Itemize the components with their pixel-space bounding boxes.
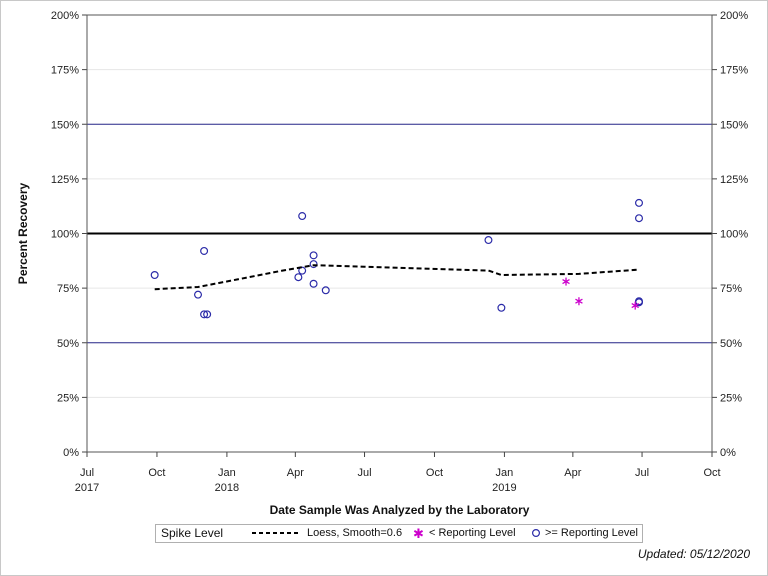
x-tick-label: Jul: [80, 467, 94, 479]
point-above-reporting-level: [298, 212, 307, 221]
y-tick-label-right: 200%: [720, 10, 748, 22]
y-tick-label: 25%: [57, 392, 79, 404]
y-tick-label-right: 50%: [720, 338, 742, 350]
x-tick-label: Apr: [564, 467, 581, 479]
y-tick-label: 150%: [51, 119, 79, 131]
point-above-reporting-level: [194, 290, 203, 299]
x-tick-label: Oct: [426, 467, 443, 479]
x-tick-label: Jul: [357, 467, 371, 479]
point-above-reporting-level: [200, 246, 209, 255]
asterisk-stroke: [575, 298, 583, 304]
y-tick-label-right: 125%: [720, 174, 748, 186]
legend-loess-swatch: [250, 525, 302, 546]
y-tick-label-right: 75%: [720, 283, 742, 295]
point-below-reporting-level: [631, 301, 640, 310]
y-tick-label-right: 100%: [720, 229, 748, 241]
legend-loess-label: Loess, Smooth=0.6: [307, 527, 403, 539]
y-tick-label: 50%: [57, 338, 79, 350]
point-above-reporting-level: [294, 273, 303, 282]
x-tick-sublabel: 2019: [492, 482, 516, 494]
y-tick-label: 125%: [51, 174, 79, 186]
point-above-reporting-level: [484, 236, 493, 245]
point-above-reporting-level: [150, 271, 159, 280]
point-above-reporting-level: [309, 251, 318, 260]
y-tick-label: 75%: [57, 283, 79, 295]
y-tick-label: 100%: [51, 229, 79, 241]
y-tick-label-right: 175%: [720, 65, 748, 77]
loess-line: [154, 264, 640, 291]
asterisk-stroke: [631, 303, 640, 309]
point-above-reporting-level: [200, 310, 209, 319]
legend-circle-icon: [529, 525, 543, 546]
point-below-reporting-level: [575, 297, 583, 306]
point-above-reporting-level: [635, 214, 644, 223]
asterisk-stroke: [562, 279, 570, 285]
legend-asterisk-icon: ✱: [413, 526, 424, 541]
x-tick-label: Jan: [218, 467, 236, 479]
point-above-reporting-level: [635, 198, 644, 207]
y-tick-label: 175%: [51, 65, 79, 77]
y-tick-label-right: 0%: [720, 447, 736, 459]
x-tick-sublabel: 2018: [215, 482, 239, 494]
y-tick-label: 0%: [63, 447, 79, 459]
point-above-reporting-level: [321, 286, 330, 295]
chart-plot: 0% 0% 25% 25% 50% 50% 75% 75% 100% 100% 125% 125% 15…: [16, 10, 748, 517]
point-above-reporting-level: [309, 260, 318, 269]
y-axis-title: Percent Recovery: [16, 182, 30, 284]
legend-title: Spike Level: [161, 526, 224, 540]
y-tick-label: 200%: [51, 10, 79, 22]
x-tick-label: Jul: [635, 467, 649, 479]
point-above-reporting-level: [203, 310, 212, 319]
x-tick-label: Oct: [703, 467, 720, 479]
point-below-reporting-level: [562, 277, 570, 286]
plot-area-border: [86, 14, 713, 453]
legend-above-label: >= Reporting Level: [545, 527, 638, 539]
y-tick-label-right: 25%: [720, 392, 742, 404]
point-above-reporting-level: [309, 279, 318, 288]
updated-note: Updated: 05/12/2020: [637, 547, 750, 561]
x-tick-label: Jan: [496, 467, 514, 479]
x-tick-label: Apr: [287, 467, 304, 479]
point-above-reporting-level: [497, 303, 506, 312]
y-tick-label-right: 150%: [720, 119, 748, 131]
x-tick-sublabel: 2017: [75, 482, 99, 494]
legend-below-label: < Reporting Level: [429, 527, 516, 539]
x-axis-title: Date Sample Was Analyzed by the Laborato…: [270, 503, 530, 517]
x-tick-label: Oct: [148, 467, 165, 479]
chart-legend: Spike Level Loess, Smooth=0.6 ✱ < Report…: [155, 524, 643, 543]
point-above-reporting-level: [298, 266, 307, 275]
